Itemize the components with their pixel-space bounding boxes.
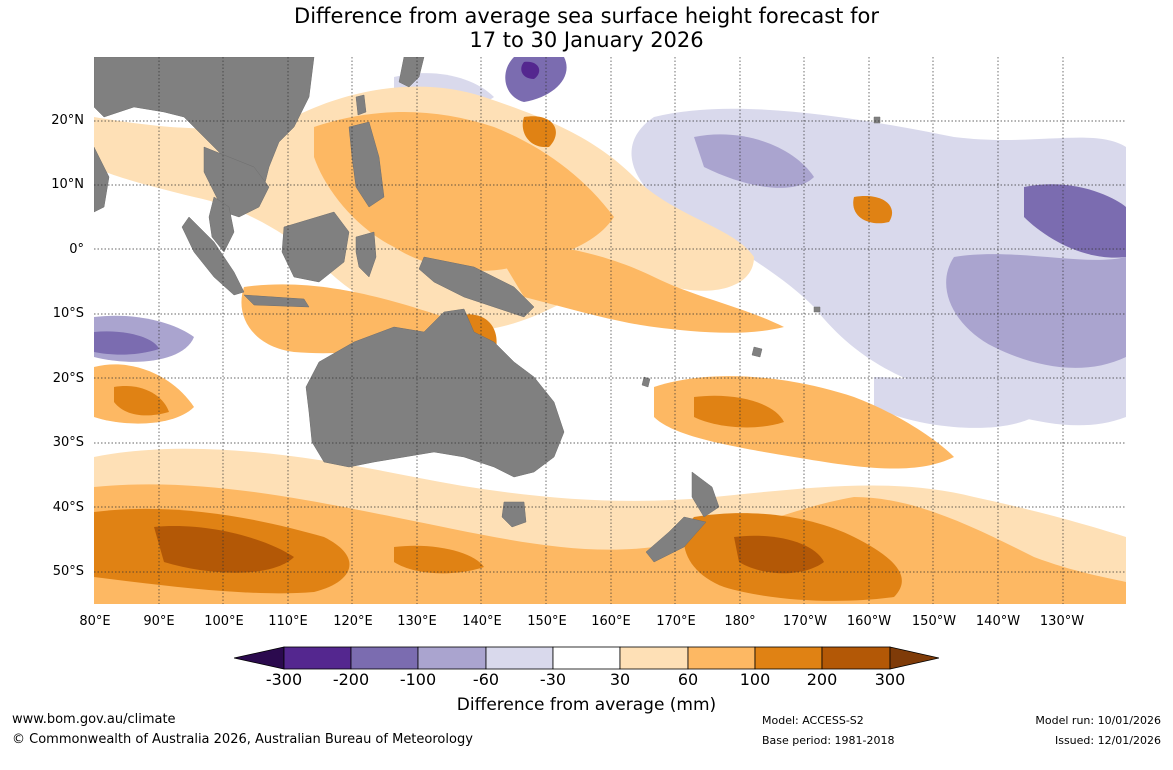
colorbar-tick-label: -100	[399, 670, 437, 689]
colorbar-bin	[821, 646, 891, 670]
colorbar-bin	[350, 646, 419, 670]
lat-label-30s: 30°S	[52, 435, 84, 450]
colorbar-bin	[283, 646, 352, 670]
colorbar-bin	[754, 646, 823, 670]
negative-anomaly-region	[94, 331, 159, 355]
sumatra	[181, 216, 245, 296]
positive-anomaly-region	[394, 545, 484, 574]
indochina-peninsula	[203, 146, 270, 218]
chart-title-line1: Difference from average sea surface heig…	[294, 4, 879, 28]
sulawesi	[355, 231, 377, 278]
colorbar-tick-label: 100	[739, 670, 771, 689]
positive-anomaly-region	[734, 535, 824, 574]
lon-label-80e: 80°E	[79, 614, 111, 629]
graticule	[94, 57, 1126, 604]
colorbar-tick-label: -30	[539, 670, 567, 689]
positive-anomaly-region	[154, 526, 294, 573]
colorbar-bin	[485, 646, 554, 670]
lon-label-100e: 100°E	[204, 614, 244, 629]
new-zealand-north	[691, 471, 720, 518]
sumatra-west-coast	[94, 146, 110, 213]
chart-title-line2: 17 to 30 January 2026	[469, 28, 704, 52]
new-zealand-south	[645, 516, 707, 563]
tasmania	[501, 501, 527, 528]
land	[94, 57, 881, 563]
negative-anomaly-region	[874, 377, 1034, 428]
website-link[interactable]: www.bom.gov.au/climate	[12, 712, 176, 727]
lon-label-130w: 130°W	[1039, 614, 1085, 629]
negative-anomaly-region	[946, 254, 1126, 368]
lon-label-110e: 110°E	[268, 614, 308, 629]
positive-anomaly-region	[114, 386, 169, 416]
colorbar-bin	[619, 646, 689, 670]
lon-label-120e: 120°E	[333, 614, 373, 629]
colorbar-bin	[687, 646, 756, 670]
positive-anomaly-region	[314, 112, 614, 271]
pacific-islands	[641, 116, 881, 388]
new-guinea	[418, 256, 535, 318]
lat-label-10s: 10°S	[52, 306, 84, 321]
issued-date: Issued: 12/01/2026	[1054, 734, 1161, 747]
positive-anomaly-region	[853, 196, 893, 224]
colorbar-tick-label: -300	[265, 670, 303, 689]
colorbar-bin	[552, 646, 621, 670]
lon-label-140w: 140°W	[975, 614, 1021, 629]
borneo	[281, 211, 350, 283]
colorbar-tick-label: 30	[609, 670, 631, 689]
colorbar-tick-label: 60	[677, 670, 699, 689]
lon-label-90e: 90°E	[143, 614, 175, 629]
lon-label-150e: 150°E	[527, 614, 567, 629]
negative-anomaly-region	[505, 57, 567, 102]
colorbar-tick-label: -60	[472, 670, 500, 689]
anomaly-map	[94, 57, 1126, 604]
colorbar-tick-label: 200	[806, 670, 838, 689]
lat-label-20n: 20°N	[51, 113, 84, 128]
lon-label-160w: 160°W	[846, 614, 892, 629]
lon-label-130e: 130°E	[397, 614, 437, 629]
lat-label-50s: 50°S	[52, 564, 84, 579]
colorbar-tick-label: 300	[874, 670, 906, 689]
positive-anomaly-region	[494, 244, 784, 333]
lon-label-180: 180°	[724, 614, 756, 629]
negative-anomaly-region	[1024, 184, 1126, 258]
lat-label-10n: 10°N	[51, 177, 84, 192]
model-name: Model: ACCESS-S2	[762, 714, 864, 727]
lat-label-40s: 40°S	[52, 500, 84, 515]
positive-anomaly-region	[694, 395, 784, 428]
australia	[305, 308, 565, 478]
negative-anomaly-region	[694, 134, 814, 188]
colorbar	[234, 646, 939, 670]
copyright-text: © Commonwealth of Australia 2026, Austra…	[12, 732, 473, 747]
colorbar-end-max	[889, 646, 939, 670]
base-period: Base period: 1981-2018	[762, 734, 895, 747]
positive-anomaly-region	[522, 116, 556, 148]
malay-peninsula	[208, 196, 235, 253]
negative-anomaly-region	[521, 61, 540, 79]
negative-anomaly-areas	[94, 57, 1126, 428]
japan	[398, 57, 425, 88]
java	[243, 294, 310, 308]
lon-label-150w: 150°W	[911, 614, 957, 629]
lat-label-20s: 20°S	[52, 371, 84, 386]
model-run-date: Model run: 10/01/2026	[1035, 714, 1161, 727]
colorbar-tick-label: -200	[332, 670, 370, 689]
lon-label-140e: 140°E	[462, 614, 502, 629]
lat-label-0: 0°	[69, 242, 84, 257]
taiwan	[355, 94, 367, 116]
colorbar-end-min	[234, 646, 285, 670]
lon-label-170e: 170°E	[656, 614, 696, 629]
colorbar-bin	[417, 646, 487, 670]
philippines	[348, 121, 385, 208]
lon-label-160e: 160°E	[591, 614, 631, 629]
colorbar-title: Difference from average (mm)	[456, 695, 717, 715]
lon-label-170w: 170°W	[782, 614, 828, 629]
